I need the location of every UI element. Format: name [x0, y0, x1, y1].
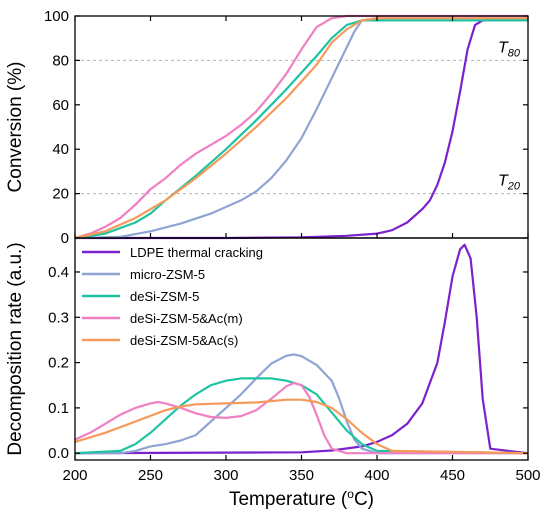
xtick-label: 200 [62, 467, 87, 484]
legend-label-3: deSi-ZSM-5&Ac(m) [130, 311, 243, 326]
top-series-4 [74, 17, 528, 240]
legend-label-1: micro-ZSM-5 [130, 267, 205, 282]
top-ytick-label: 60 [52, 97, 69, 114]
annotation-sub: 20 [507, 181, 521, 193]
bottom-series-0 [74, 243, 529, 455]
top-y-axis-label: Conversion (%) [5, 62, 26, 193]
bottom-series-4 [74, 398, 529, 455]
top-series-2 [74, 19, 528, 240]
top-ytick-label: 80 [52, 52, 69, 69]
bottom-ytick-label: 0.3 [48, 309, 69, 326]
annotation-main: T [498, 39, 509, 56]
legend-label-2: deSi-ZSM-5 [130, 289, 199, 304]
xtick-label: 500 [515, 467, 540, 484]
bottom-series-3 [74, 381, 528, 455]
annotation-T80: T80 [498, 39, 521, 59]
bottom-ytick-label: 0.1 [48, 400, 69, 417]
bottom-ytick-label: 0.0 [48, 445, 69, 462]
xtick-label: 250 [138, 467, 163, 484]
annotation-main: T [498, 173, 509, 190]
top-series-0 [75, 19, 528, 240]
annotation-sub: 80 [508, 47, 521, 59]
top-ytick-label: 40 [52, 141, 69, 158]
bottom-series-2 [74, 377, 529, 455]
xtick-label: 450 [440, 467, 465, 484]
xtick-label: 400 [364, 467, 389, 484]
bottom-ytick-label: 0.2 [48, 355, 69, 372]
top-ytick-label: 20 [52, 186, 69, 203]
x-axis-label-main: Temperature ( [229, 489, 348, 510]
top-series-1 [74, 19, 528, 240]
bottom-series-1 [75, 353, 528, 455]
legend-label-0: LDPE thermal cracking [130, 245, 263, 260]
xtick-label: 300 [213, 467, 238, 484]
x-axis-label: Temperature (oC) [229, 487, 374, 510]
top-series-3 [74, 14, 528, 240]
annotation-T20: T20 [498, 173, 521, 193]
xtick-label: 350 [289, 467, 314, 484]
bottom-ytick-label: 0.4 [48, 264, 69, 281]
x-axis-label-end: C) [354, 489, 374, 510]
x-axis-label-sup: o [347, 487, 354, 501]
top-ytick-label: 100 [44, 8, 69, 25]
top-ytick-label: 0 [61, 230, 69, 247]
bottom-y-axis-label: Decomposition rate (a.u.) [5, 242, 26, 455]
legend-label-4: deSi-ZSM-5&Ac(s) [130, 333, 238, 348]
